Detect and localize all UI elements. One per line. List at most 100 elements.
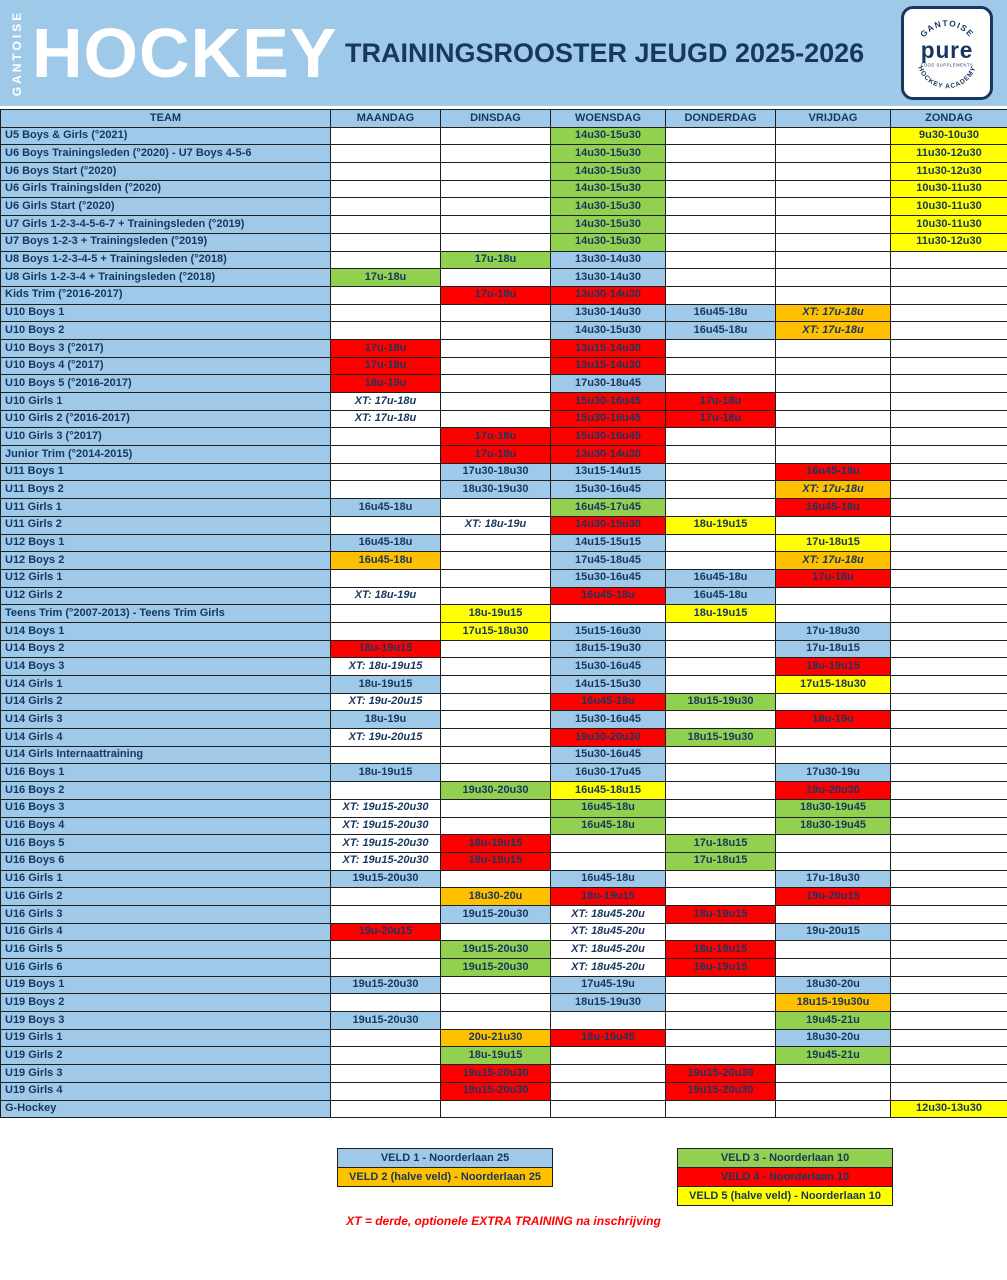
schedule-cell: 10u30-11u30 (890, 197, 1007, 217)
schedule-cell (775, 834, 891, 853)
schedule-cell (890, 887, 1007, 906)
schedule-cell (440, 675, 551, 694)
schedule-cell: 18u-19u15 (440, 604, 551, 623)
table-row: G-Hockey 12u30-13u30 (0, 1099, 1007, 1119)
schedule-cell: 14u30-15u30 (550, 515, 666, 535)
schedule-cell (665, 374, 776, 393)
schedule-cell (890, 445, 1007, 464)
schedule-cell (890, 922, 1007, 942)
schedule-cell: 18u-19u45 (550, 1028, 666, 1048)
team-name: Junior Trim (°2014-2015) (0, 445, 331, 464)
schedule-cell: 19u15-20u30 (330, 1011, 441, 1030)
schedule-cell (890, 975, 1007, 995)
schedule-cell (665, 126, 776, 146)
schedule-cell (890, 781, 1007, 800)
schedule-cell (775, 144, 891, 164)
team-name: G-Hockey (0, 1099, 331, 1119)
schedule-cell: 17u-18u15 (775, 533, 891, 553)
schedule-cell (775, 940, 891, 959)
schedule-cell (665, 887, 776, 906)
legend-item: VELD 5 (halve veld) - Noorderlaan 10 (677, 1186, 893, 1207)
schedule-cell (330, 745, 441, 765)
schedule-cell: 19u15-20u30 (665, 1081, 776, 1101)
team-name: U11 Girls 2 (0, 515, 331, 535)
team-name: U19 Girls 3 (0, 1064, 331, 1083)
schedule-cell: 18u-19u (330, 374, 441, 393)
table-row: U10 Girls 2 (°2016-2017) XT: 17u-18u 15u30… (0, 409, 1007, 429)
schedule-cell (550, 1064, 666, 1083)
schedule-cell (665, 427, 776, 447)
vertical-brand-label: GANTOISE (10, 9, 24, 97)
table-row: U8 Girls 1-2-3-4 + Trainingsleden (°2018… (0, 268, 1007, 287)
schedule-cell: 19u15-20u30 (440, 1064, 551, 1083)
schedule-cell: 14u15-15u30 (550, 675, 666, 694)
team-name: U16 Boys 6 (0, 851, 331, 871)
team-name: U12 Boys 1 (0, 533, 331, 553)
legend-item: VELD 1 - Noorderlaan 25 (337, 1148, 553, 1169)
schedule-cell (665, 533, 776, 553)
schedule-cell (890, 586, 1007, 606)
schedule-cell: 17u-18u15 (665, 851, 776, 871)
schedule-cell (890, 321, 1007, 340)
team-name: U8 Boys 1-2-3-4-5 + Trainingsleden (°201… (0, 250, 331, 270)
schedule-cell: 15u30-16u45 (550, 745, 666, 765)
schedule-cell: 13u15-14u30 (550, 338, 666, 358)
schedule-cell: 16u45-18u (330, 551, 441, 570)
schedule-cell: 12u30-13u30 (890, 1099, 1007, 1119)
table-row: U19 Boys 3 19u15-20u30 19u45-21u (0, 1011, 1007, 1030)
team-name: U10 Boys 4 (°2017) (0, 356, 331, 376)
schedule-cell (890, 621, 1007, 641)
schedule-cell (330, 162, 441, 181)
table-row: U10 Boys 3 (°2017) 17u-18u 13u15-14u30 (0, 338, 1007, 358)
team-name: U7 Girls 1-2-3-4-5-6-7 + Trainingsleden … (0, 215, 331, 234)
schedule-cell (665, 1028, 776, 1048)
schedule-cell: 17u-18u (330, 338, 441, 358)
team-name: U12 Girls 1 (0, 568, 331, 588)
schedule-cell (330, 232, 441, 252)
schedule-cell: 17u15-18u30 (775, 675, 891, 694)
column-header-team: TEAM (0, 109, 331, 128)
schedule-cell (550, 1011, 666, 1030)
schedule-cell: 10u30-11u30 (890, 215, 1007, 234)
xt-note: XT = derde, optionele EXTRA TRAINING na … (346, 1214, 661, 1229)
table-row: U12 Girls 1 15u30-16u45 16u45-18u 17u-18u (0, 568, 1007, 588)
schedule-cell (775, 904, 891, 924)
schedule-cell (665, 798, 776, 818)
schedule-cell: XT: 19u-20u15 (330, 692, 441, 712)
schedule-cell (890, 498, 1007, 517)
team-name: U16 Girls 2 (0, 887, 331, 906)
table-row: U6 Boys Trainingsleden (°2020) - U7 Boys… (0, 144, 1007, 164)
schedule-cell (775, 179, 891, 199)
table-row: U16 Boys 5 XT: 19u15-20u30 18u-19u15 17u-18… (0, 834, 1007, 853)
schedule-cell (890, 745, 1007, 765)
table-row: U11 Boys 1 17u30-18u30 13u15-14u15 16u45-18… (0, 462, 1007, 482)
schedule-cell (665, 657, 776, 676)
schedule-cell: 17u15-18u30 (440, 621, 551, 641)
schedule-cell: XT: 19u15-20u30 (330, 851, 441, 871)
schedule-cell (890, 427, 1007, 447)
schedule-cell: 14u30-15u30 (550, 126, 666, 146)
schedule-cell (665, 551, 776, 570)
table-row: U6 Girls Start (°2020) 14u30-15u30 10u30-1… (0, 197, 1007, 217)
schedule-cell (550, 1046, 666, 1066)
schedule-cell (440, 356, 551, 376)
team-name: Kids Trim (°2016-2017) (0, 285, 331, 305)
logo-tagline-text: FOOD SUPPLEMENTS (921, 62, 974, 67)
schedule-cell: 14u30-15u30 (550, 321, 666, 340)
schedule-cell (550, 604, 666, 623)
schedule-cell (330, 250, 441, 270)
schedule-cell (330, 1099, 441, 1119)
team-name: U10 Boys 2 (0, 321, 331, 340)
team-name: U14 Boys 3 (0, 657, 331, 676)
schedule-cell: 19u30-20u30 (440, 781, 551, 800)
table-row: U10 Boys 2 14u30-15u30 16u45-18u XT: 17u-18… (0, 321, 1007, 340)
schedule-cell: 19u-20u15 (775, 922, 891, 942)
schedule-cell: XT: 19u15-20u30 (330, 798, 441, 818)
schedule-cell (440, 498, 551, 517)
schedule-cell (890, 268, 1007, 287)
schedule-cell (890, 303, 1007, 323)
vertical-brand-gantoise: GANTOISE (2, 0, 32, 106)
team-name: U11 Girls 1 (0, 498, 331, 517)
schedule-cell (440, 232, 551, 252)
schedule-cell: 15u30-16u45 (550, 480, 666, 500)
